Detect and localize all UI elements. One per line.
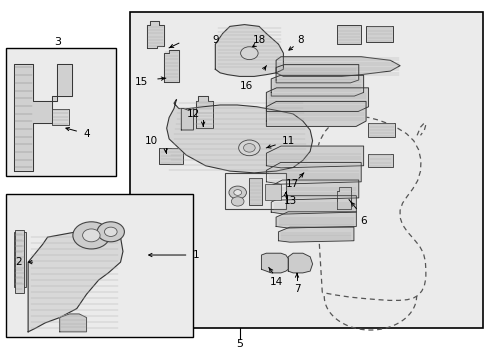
Circle shape [231, 197, 244, 206]
Bar [368, 123, 394, 137]
Polygon shape [276, 64, 358, 83]
Text: 7: 7 [293, 284, 300, 294]
Circle shape [243, 144, 255, 152]
Bar [265, 184, 281, 200]
Polygon shape [276, 57, 399, 76]
Circle shape [233, 190, 241, 195]
Polygon shape [28, 230, 122, 332]
Bar [15, 230, 24, 293]
Text: 17: 17 [285, 179, 298, 189]
Text: 5: 5 [236, 339, 243, 348]
Text: 10: 10 [144, 136, 158, 146]
Text: 1: 1 [192, 250, 199, 260]
Text: 18: 18 [252, 35, 265, 45]
Polygon shape [287, 253, 312, 273]
Text: 3: 3 [54, 37, 61, 48]
Polygon shape [271, 75, 363, 96]
Bar [159, 148, 183, 164]
Text: 16: 16 [240, 81, 253, 91]
Polygon shape [261, 253, 287, 273]
Bar [6, 194, 193, 337]
Polygon shape [215, 24, 283, 76]
Polygon shape [164, 50, 179, 82]
Bar [368, 154, 392, 167]
Text: 4: 4 [83, 129, 90, 139]
Polygon shape [336, 187, 351, 208]
Polygon shape [181, 109, 193, 130]
Bar [224, 173, 285, 208]
Bar [336, 24, 361, 44]
Polygon shape [14, 64, 72, 171]
Text: 13: 13 [284, 197, 297, 206]
Text: 12: 12 [186, 109, 200, 119]
Polygon shape [166, 100, 312, 173]
Text: 11: 11 [281, 136, 294, 147]
Polygon shape [196, 96, 212, 128]
Bar [52, 109, 69, 125]
Text: 9: 9 [212, 35, 218, 45]
Text: 15: 15 [135, 77, 148, 87]
Polygon shape [271, 196, 356, 214]
Bar [14, 232, 26, 287]
Polygon shape [276, 212, 356, 228]
Polygon shape [60, 314, 86, 332]
Polygon shape [266, 146, 363, 168]
Polygon shape [266, 88, 368, 111]
Bar [366, 26, 392, 42]
Circle shape [97, 222, 124, 242]
Text: 2: 2 [15, 257, 21, 267]
Circle shape [240, 47, 258, 60]
Text: 14: 14 [269, 277, 282, 287]
Bar [249, 178, 261, 205]
Polygon shape [268, 180, 358, 200]
Polygon shape [266, 102, 366, 126]
Bar [130, 12, 482, 328]
Circle shape [82, 229, 100, 242]
Polygon shape [266, 162, 361, 184]
Polygon shape [147, 21, 164, 48]
Bar [6, 48, 116, 176]
Text: 8: 8 [297, 35, 303, 45]
Circle shape [104, 227, 117, 237]
Text: 6: 6 [360, 216, 366, 226]
Circle shape [73, 222, 110, 249]
Polygon shape [278, 227, 353, 242]
Circle shape [238, 140, 260, 156]
Circle shape [228, 186, 246, 199]
